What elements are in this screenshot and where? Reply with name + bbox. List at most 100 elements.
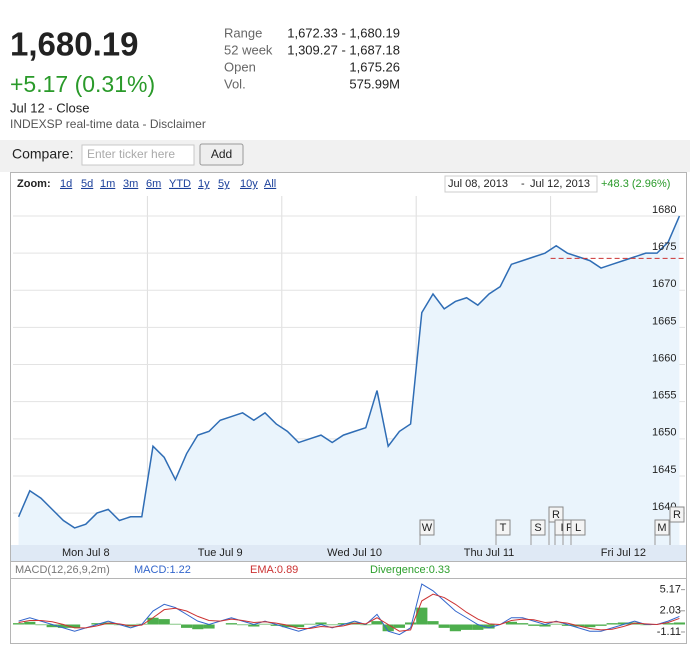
divergence-bar: [371, 621, 383, 625]
divergence-bar: [24, 621, 36, 625]
divergence-bar: [13, 623, 25, 625]
zoom-option[interactable]: 6m: [146, 178, 161, 190]
divergence-bar: [673, 622, 685, 625]
compare-label: Compare:: [12, 146, 73, 162]
flag[interactable]: [570, 519, 586, 536]
divergence-bar: [203, 624, 215, 629]
stat-label: 52 week: [224, 42, 273, 57]
price: 1,680.19: [10, 26, 138, 63]
divergence-bar: [606, 623, 618, 625]
range-start: Jul 08, 2013: [448, 178, 508, 190]
y-tick-label: 1660: [652, 352, 676, 364]
divergence-bar: [405, 622, 417, 625]
y-tick-label: 1655: [652, 390, 676, 402]
x-tick-label: Thu Jul 11: [464, 547, 515, 559]
y-tick-label: 1675: [652, 241, 676, 253]
divergence-bar: [237, 624, 249, 626]
legend-entry: MACD:1.22: [134, 564, 191, 576]
divergence-bar: [382, 624, 394, 632]
zoom-option[interactable]: 1m: [100, 178, 115, 190]
flag[interactable]: [654, 519, 670, 536]
y-tick-label: 1640: [652, 501, 676, 513]
divergence-bar: [550, 623, 562, 625]
close-date: Jul 12 - Close: [10, 100, 89, 115]
range-change: +48.3 (2.96%): [601, 178, 670, 190]
divergence-bar: [337, 623, 349, 625]
divergence-bar: [91, 623, 103, 625]
divergence-bar: [181, 624, 193, 628]
flag-label: R: [552, 509, 560, 521]
y-tick-label: 5.17: [660, 584, 681, 596]
divergence-bar: [662, 623, 674, 625]
y-tick-label: 1645: [652, 464, 676, 476]
y-tick-label: 1680: [652, 204, 676, 216]
divergence-bar: [158, 619, 170, 625]
zoom-option[interactable]: All: [264, 178, 276, 190]
divergence-bar: [427, 621, 439, 625]
divergence-bar: [259, 623, 271, 625]
divergence-bar: [147, 617, 159, 625]
zoom-option[interactable]: 1y: [198, 178, 210, 190]
flag-label: W: [422, 522, 433, 534]
y-tick-label: 1650: [652, 427, 676, 439]
y-tick-label: 2.03: [660, 605, 681, 617]
x-tick-label: Mon Jul 8: [62, 547, 110, 559]
add-button-label: Add: [211, 147, 232, 161]
range-separator: -: [521, 178, 525, 190]
zoom-option[interactable]: 1d: [60, 178, 72, 190]
x-tick-label: Fri Jul 12: [601, 547, 646, 559]
divergence-bar: [46, 624, 58, 628]
area-fill: [18, 216, 680, 545]
divergence-bar: [517, 623, 529, 625]
stat-value: 1,309.27 - 1,687.18: [287, 42, 400, 57]
zoom-label: Zoom:: [17, 178, 51, 190]
flag[interactable]: [669, 506, 685, 523]
divergence-bar: [293, 624, 305, 628]
divergence-bar: [281, 624, 293, 628]
flag[interactable]: [419, 519, 435, 536]
divergence-bar: [315, 622, 327, 625]
flag[interactable]: [530, 519, 546, 536]
date-range-box[interactable]: [444, 175, 598, 193]
legend-entry: Divergence:0.33: [370, 564, 450, 576]
macd-title: MACD(12,26,9,2m): [15, 564, 110, 576]
zoom-option[interactable]: 5y: [218, 178, 230, 190]
range-end: Jul 12, 2013: [530, 178, 590, 190]
flag-label: R: [566, 522, 574, 534]
divergence-bar: [393, 624, 405, 628]
x-axis-strip: [11, 545, 686, 561]
stat-label: Vol.: [224, 76, 246, 91]
divergence-bar: [225, 623, 237, 625]
flag-label: T: [500, 522, 507, 534]
divergence-bar: [416, 607, 428, 625]
flag[interactable]: [495, 519, 511, 536]
divergence-bar: [483, 624, 495, 629]
zoom-option[interactable]: 3m: [123, 178, 138, 190]
flag-label: L: [575, 522, 581, 534]
legend-entry: EMA:0.89: [250, 564, 298, 576]
stat-value: 575.99M: [349, 76, 400, 91]
divergence-bar: [304, 623, 316, 625]
divergence-bar: [192, 624, 204, 630]
macd-line: [18, 583, 680, 636]
zoom-option[interactable]: YTD: [169, 178, 191, 190]
zoom-option[interactable]: 10y: [240, 178, 258, 190]
add-button[interactable]: [199, 143, 244, 166]
divergence-bar: [595, 624, 607, 626]
y-tick-label: 1665: [652, 315, 676, 327]
ticker-placeholder: Enter ticker here: [87, 147, 175, 161]
divergence-bar: [505, 621, 517, 625]
divergence-bar: [69, 624, 81, 628]
data-source: INDEXSP real-time data - Disclaimer: [10, 117, 206, 131]
x-tick-label: Wed Jul 10: [327, 547, 382, 559]
stat-value: 1,675.26: [349, 59, 400, 74]
ticker-input[interactable]: [81, 144, 195, 166]
x-tick-label: Tue Jul 9: [198, 547, 243, 559]
divergence-bar: [528, 624, 540, 626]
divergence-bar: [270, 624, 282, 626]
divergence-bar: [438, 624, 450, 628]
macd-line: [18, 593, 680, 632]
zoom-option[interactable]: 5d: [81, 178, 93, 190]
divergence-bar: [617, 622, 629, 625]
